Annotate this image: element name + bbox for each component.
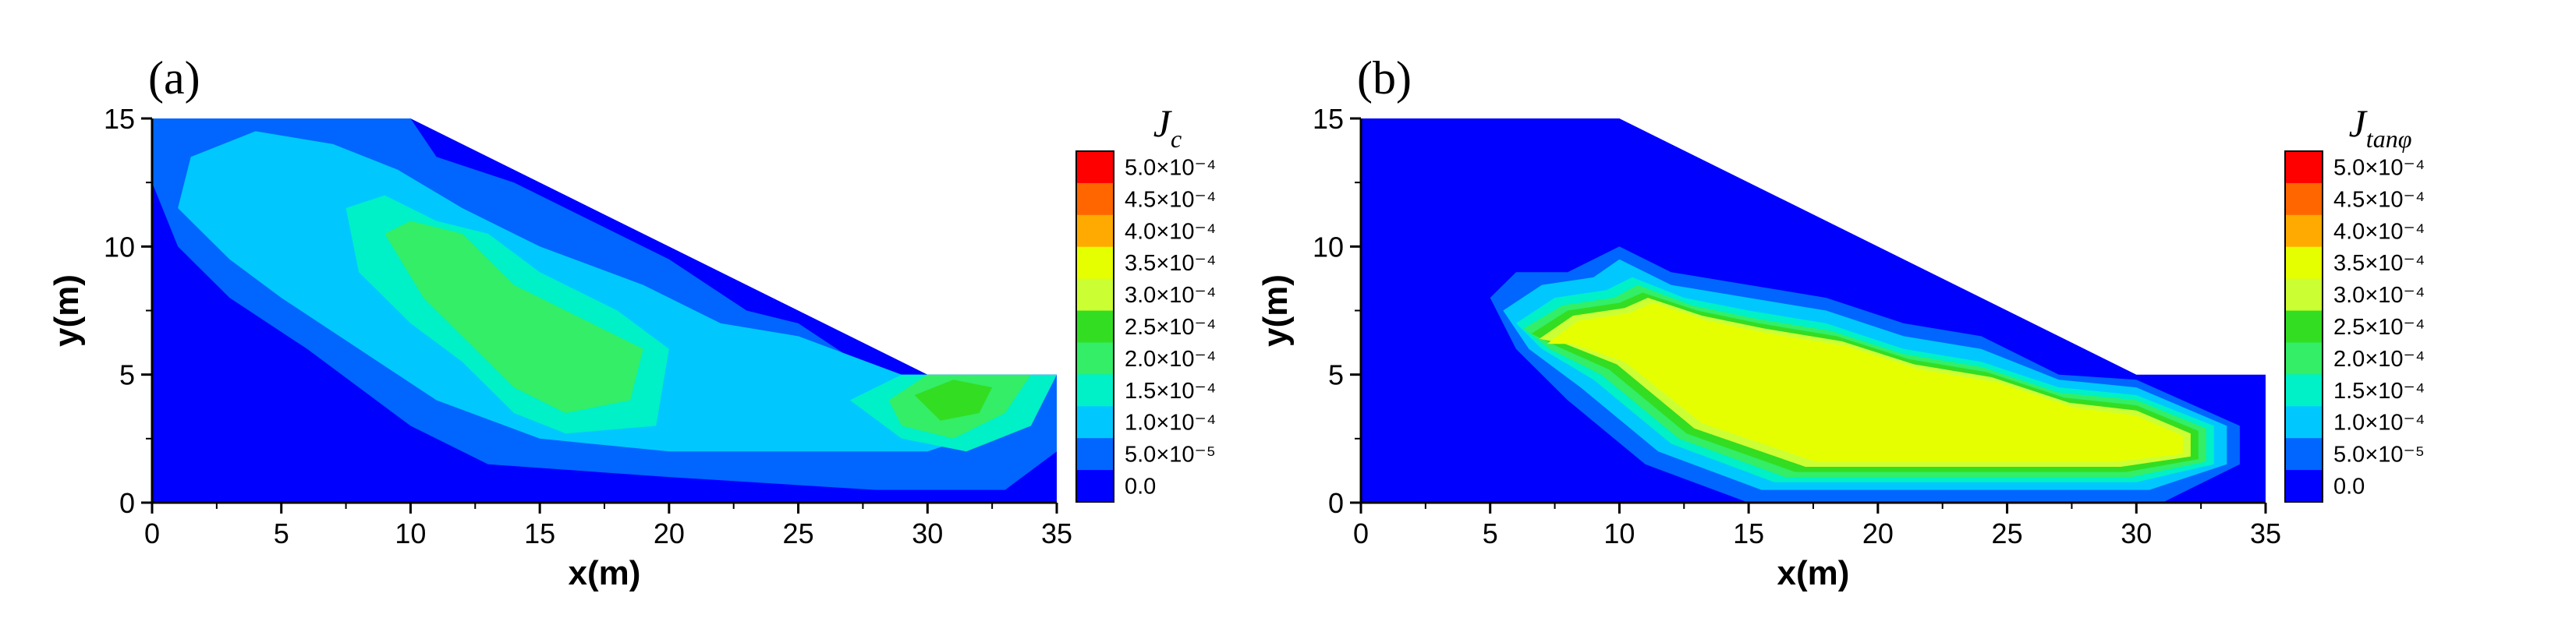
colorbar-label: 5.0×10⁻⁴ bbox=[1125, 155, 1216, 180]
colorbar-swatch bbox=[1076, 470, 1114, 503]
y-tick-label: 0 bbox=[1328, 487, 1344, 519]
colorbar: 5.0×10⁻⁴ 4.5×10⁻⁴ 4.0×10⁻⁴ 3.5×10⁻⁴ 3.0×10⁻⁴… bbox=[2284, 150, 2425, 503]
colorbar-label: 3.0×10⁻⁴ bbox=[1125, 283, 1216, 308]
y-tick-label: 15 bbox=[104, 103, 135, 135]
colorbar-label: 4.5×10⁻⁴ bbox=[1125, 187, 1216, 212]
x-tick-label: 0 bbox=[1353, 517, 1369, 549]
colorbar: 5.0×10⁻⁴ 4.5×10⁻⁴ 4.0×10⁻⁴ 3.5×10⁻⁴ 3.0×10⁻⁴… bbox=[1075, 150, 1216, 503]
panel-tag: (b) bbox=[1357, 52, 1412, 104]
x-tick-label: 20 bbox=[1862, 517, 1894, 549]
contour-region bbox=[914, 380, 993, 421]
x-tick-label: 5 bbox=[1483, 517, 1498, 549]
colorbar-label: 5.0×10⁻⁵ bbox=[1125, 443, 1216, 468]
colorbar-swatch bbox=[2285, 278, 2323, 312]
colorbar-label: 2.5×10⁻⁴ bbox=[2333, 315, 2425, 340]
colorbar-label: 1.0×10⁻⁴ bbox=[1125, 411, 1216, 436]
colorbar-label: 2.0×10⁻⁴ bbox=[1125, 347, 1216, 372]
x-tick-label: 15 bbox=[524, 517, 555, 549]
colorbar-label: 5.0×10⁻⁴ bbox=[2333, 155, 2425, 180]
x-tick-label: 25 bbox=[1992, 517, 2023, 549]
contour-regions bbox=[152, 118, 1057, 490]
colorbar-swatch bbox=[2285, 374, 2323, 407]
contour-region bbox=[1547, 302, 2183, 462]
colorbar-swatch bbox=[1076, 214, 1114, 248]
x-tick-label: 35 bbox=[2250, 517, 2281, 549]
colorbar-label: 1.5×10⁻⁴ bbox=[2333, 379, 2425, 404]
x-axis-label: x(m) bbox=[569, 554, 641, 592]
colorbar-label: 3.5×10⁻⁴ bbox=[1125, 251, 1216, 276]
y-tick-label: 15 bbox=[1313, 103, 1344, 135]
colorbar-swatch bbox=[1076, 182, 1114, 216]
colorbar-label: 3.0×10⁻⁴ bbox=[2333, 283, 2425, 308]
colorbar-label: 1.0×10⁻⁴ bbox=[2333, 411, 2425, 436]
y-tick-label: 10 bbox=[104, 231, 135, 263]
colorbar-swatch bbox=[2285, 470, 2323, 503]
colorbar-swatch bbox=[1076, 438, 1114, 471]
colorbar-swatch bbox=[1076, 310, 1114, 343]
colorbar-swatch bbox=[1076, 406, 1114, 439]
x-tick-label: 20 bbox=[654, 517, 685, 549]
y-tick-label: 0 bbox=[119, 487, 135, 519]
y-tick-label: 10 bbox=[1313, 231, 1344, 263]
colorbar-swatch bbox=[2285, 246, 2323, 280]
colorbar-swatch bbox=[2285, 182, 2323, 216]
x-tick-label: 10 bbox=[395, 517, 426, 549]
colorbar-swatch bbox=[2285, 310, 2323, 343]
y-axis-label: y(m) bbox=[48, 274, 86, 347]
colorbar-swatch bbox=[1076, 151, 1114, 184]
x-tick-label: 5 bbox=[274, 517, 289, 549]
colorbar-label: 2.5×10⁻⁴ bbox=[1125, 315, 1216, 340]
panel-b: 0 5 10 15 20 25 30 35 0 5 10 15 x(m) y(m) (b) 5.0×10⁻⁴ 4… bbox=[1256, 52, 2425, 592]
y-tick-label: 5 bbox=[1328, 359, 1344, 391]
colorbar-swatch bbox=[1076, 342, 1114, 375]
x-tick-label: 25 bbox=[783, 517, 814, 549]
colorbar-label: 3.5×10⁻⁴ bbox=[2333, 251, 2425, 276]
colorbar-label: 2.0×10⁻⁴ bbox=[2333, 347, 2425, 372]
colorbar-label: 4.0×10⁻⁴ bbox=[1125, 219, 1216, 244]
x-tick-label: 10 bbox=[1603, 517, 1635, 549]
colorbar-label: 1.5×10⁻⁴ bbox=[1125, 379, 1216, 404]
x-tick-label: 0 bbox=[144, 517, 160, 549]
x-tick-label: 35 bbox=[1041, 517, 1072, 549]
colorbar-swatch bbox=[1076, 374, 1114, 407]
legend-title: Jtanφ bbox=[2349, 101, 2412, 153]
contour-regions bbox=[1490, 246, 2240, 503]
colorbar-swatch bbox=[2285, 151, 2323, 184]
colorbar-label: 5.0×10⁻⁵ bbox=[2333, 443, 2425, 468]
colorbar-label: 0.0 bbox=[1125, 475, 1156, 500]
colorbar-swatch bbox=[2285, 406, 2323, 439]
legend-title: Jc bbox=[1153, 101, 1182, 153]
colorbar-swatch bbox=[1076, 246, 1114, 280]
colorbar-swatch bbox=[2285, 214, 2323, 248]
contour-region bbox=[384, 221, 643, 413]
panel-tag: (a) bbox=[148, 52, 200, 104]
colorbar-label: 0.0 bbox=[2333, 475, 2365, 500]
colorbar-swatch bbox=[1076, 278, 1114, 312]
x-tick-label: 30 bbox=[2121, 517, 2152, 549]
colorbar-label: 4.0×10⁻⁴ bbox=[2333, 219, 2425, 244]
panel-a: 0 5 10 15 20 25 30 35 0 5 10 15 x(m) y(m) (a) 5.0×10⁻⁴ 4… bbox=[48, 52, 1216, 592]
x-axis-label: x(m) bbox=[1777, 554, 1850, 592]
colorbar-swatch bbox=[2285, 342, 2323, 375]
y-tick-label: 5 bbox=[119, 359, 135, 391]
colorbar-swatch bbox=[2285, 438, 2323, 471]
x-tick-label: 15 bbox=[1733, 517, 1764, 549]
colorbar-label: 4.5×10⁻⁴ bbox=[2333, 187, 2425, 212]
y-axis-label: y(m) bbox=[1256, 274, 1295, 347]
x-tick-label: 30 bbox=[912, 517, 943, 549]
